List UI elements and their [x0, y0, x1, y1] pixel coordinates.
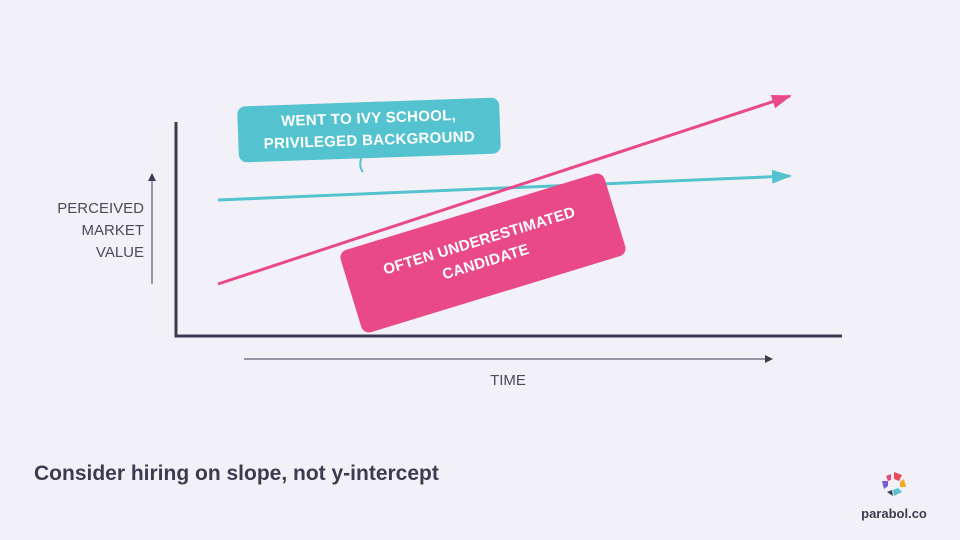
series-line-underestimated — [217, 94, 792, 286]
y-axis-label: PERCEIVED MARKET VALUE — [40, 198, 144, 264]
series-line-ivy — [217, 169, 792, 202]
parabol-logo-icon — [882, 472, 906, 496]
callout-ivy-school: WENT TO IVY SCHOOL, PRIVILEGED BACKGROUN… — [237, 97, 501, 163]
x-axis-label: TIME — [490, 372, 526, 389]
callout-pointer-ivy — [359, 155, 364, 173]
y-axis-label-line: PERCEIVED — [57, 200, 144, 217]
y-axis-label-line: VALUE — [95, 244, 144, 261]
parabol-logo: parabol.co — [856, 470, 932, 521]
slide-tagline: Consider hiring on slope, not y-intercep… — [34, 462, 439, 485]
brand-name: parabol.co — [861, 506, 927, 521]
chart-axes — [174, 122, 842, 338]
y-axis-label-line: MARKET — [81, 222, 144, 239]
